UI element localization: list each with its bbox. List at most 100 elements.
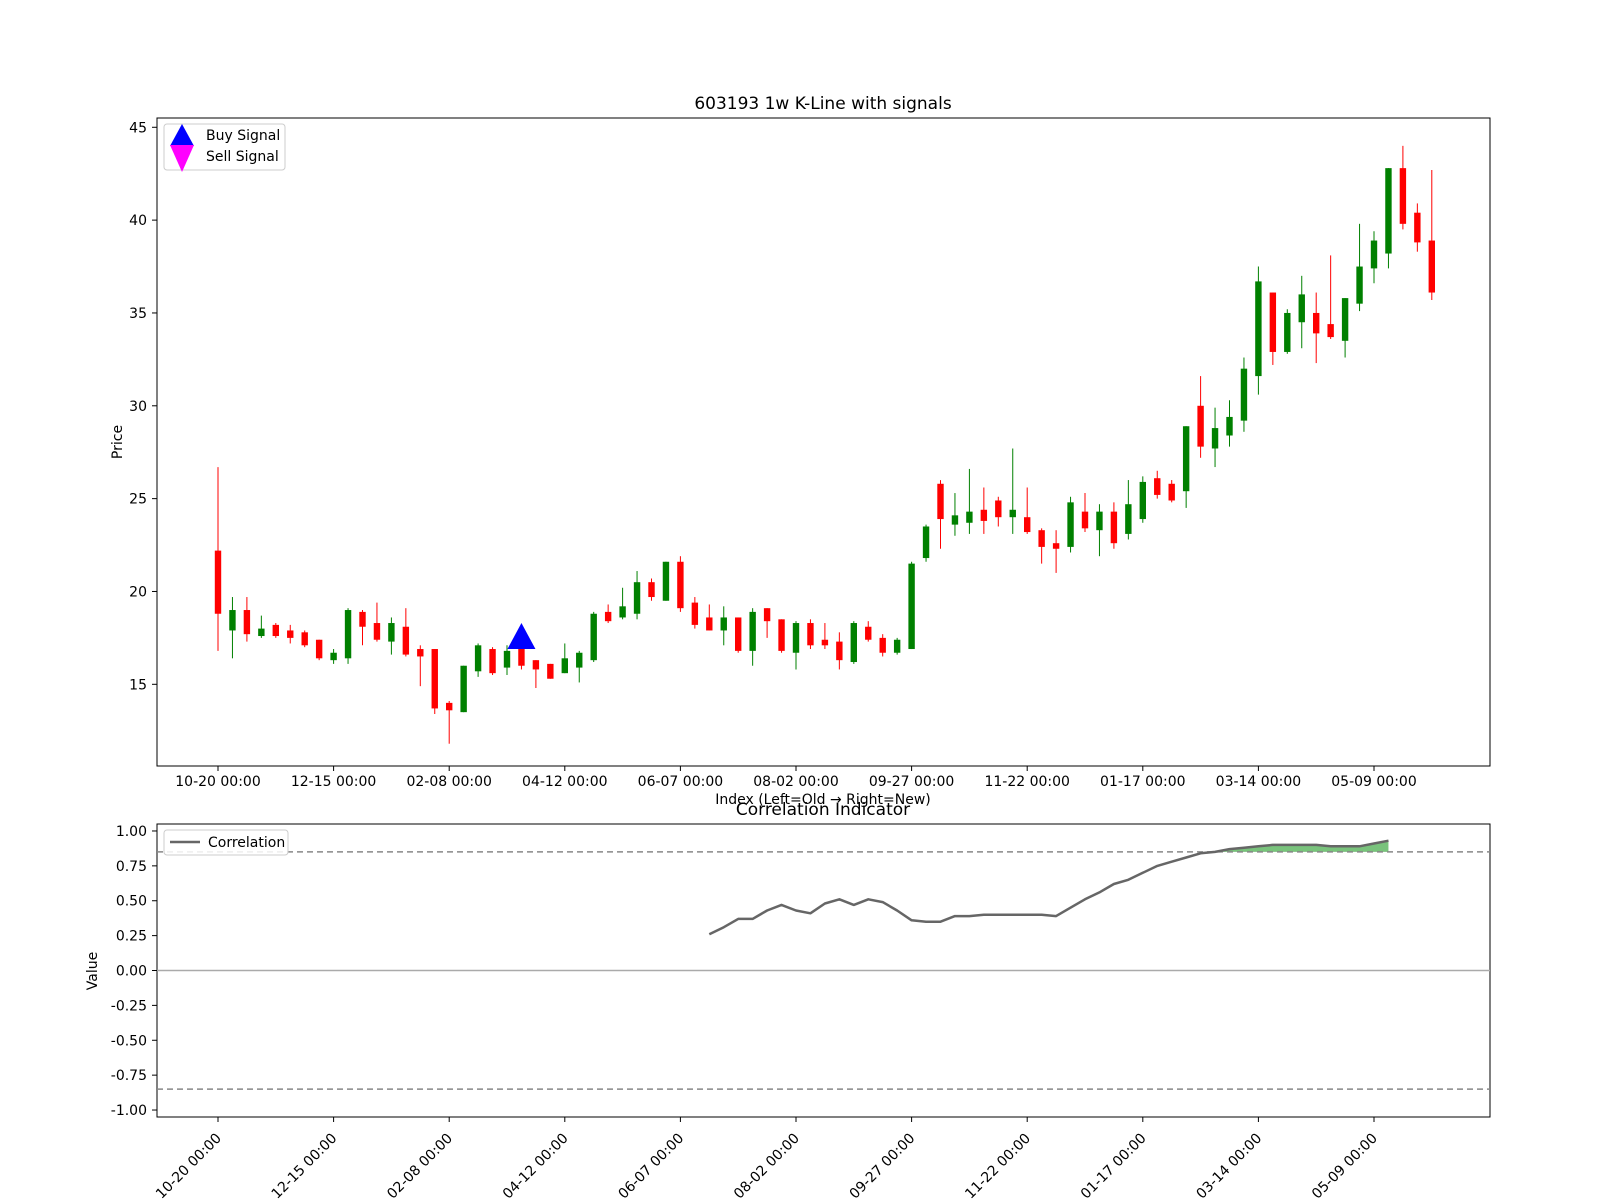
candle-body-up [1139, 481, 1146, 520]
correlation-x-tick-label: 04-12 00:00 [500, 1131, 572, 1200]
candle-body-up [792, 623, 800, 653]
candle-body-down [1197, 405, 1204, 447]
correlation-y-tick-label: -0.75 [111, 1068, 147, 1084]
candle-body-up [1211, 428, 1219, 449]
candle-body-down [1313, 312, 1320, 334]
candle-body-up [330, 652, 337, 661]
candle-body-down [315, 639, 323, 659]
kline-x-tick-label: 03-14 00:00 [1216, 774, 1301, 790]
correlation-y-tick-label: -0.50 [111, 1033, 147, 1049]
candle-body-down [1399, 168, 1407, 224]
kline-x-axis: 10-20 00:00 12-15 00:00 02-08 00:00 04-12 0… [175, 766, 1417, 790]
kline-x-tick-label: 04-12 00:00 [522, 774, 607, 790]
candle-body-down [691, 602, 699, 625]
candle-body-down [1038, 530, 1045, 547]
legend-buy-label: Buy Signal [206, 128, 280, 144]
candle-body-up [1370, 240, 1378, 269]
correlation-panel: 1.00 0.75 0.50 0.25 0.00 -0.25 -0.50 -0.75 -1.00… [85, 800, 1491, 1202]
correlation-x-tick-label: 08-02 00:00 [731, 1131, 803, 1200]
kline-x-label: Index (Left=Old → Right=New) [715, 792, 931, 808]
candle-body-down [272, 624, 279, 637]
kline-x-tick-label: 02-08 00:00 [406, 774, 491, 790]
candle-body-up [576, 652, 583, 668]
candle-body-up [344, 610, 352, 659]
candle-body-down [604, 611, 612, 622]
candle-body-up [1341, 298, 1349, 341]
candle-body-down [287, 630, 294, 638]
candle-body-down [706, 617, 713, 631]
candle-body-down [489, 649, 496, 674]
candle-body-up [908, 563, 915, 650]
correlation-line-group [708, 839, 1389, 936]
candle-body-up [474, 645, 482, 672]
correlation-x-tick-label: 12-15 00:00 [269, 1131, 341, 1200]
correlation-x-tick-label: 11-22 00:00 [962, 1131, 1034, 1200]
candle-body-up [1255, 281, 1262, 377]
correlation-x-tick-label: 06-07 00:00 [615, 1131, 687, 1200]
candle-body-down [1414, 212, 1421, 243]
kline-candles [214, 145, 1435, 744]
kline-y-tick-label: 20 [129, 584, 147, 600]
candle-body-down [879, 637, 886, 653]
correlation-y-axis: 1.00 0.75 0.50 0.25 0.00 -0.25 -0.50 -0.75 -1.00 [111, 824, 157, 1119]
candle-body-down [1168, 483, 1175, 501]
candle-body-up [662, 561, 670, 601]
candle-body-up [460, 665, 467, 713]
candle-body-down [1154, 478, 1161, 495]
candle-body-down [1024, 517, 1031, 533]
candle-body-up [258, 628, 265, 637]
kline-x-tick-label: 10-20 00:00 [175, 774, 260, 790]
correlation-x-tick-label: 10-20 00:00 [153, 1131, 225, 1200]
candle-body-up [561, 658, 568, 674]
candle-body-up [503, 650, 511, 668]
candle-body-up [893, 639, 901, 653]
candle-body-down [807, 623, 814, 646]
candle-body-down [243, 610, 251, 635]
kline-y-tick-label: 35 [129, 306, 147, 322]
candle-body-down [778, 619, 785, 651]
kline-legend-box [163, 123, 286, 171]
candle-body-up [633, 582, 641, 614]
correlation-y-tick-label: 0.00 [116, 964, 147, 980]
kline-y-axis: 15 20 25 30 35 40 45 [129, 120, 157, 693]
candle-body-down [980, 509, 988, 521]
candle-body-up [1284, 312, 1291, 352]
correlation-y-tick-label: -0.25 [111, 998, 147, 1014]
candle-body-up [1009, 509, 1016, 518]
candle-body-up [619, 606, 626, 618]
candle-body-up [590, 613, 597, 661]
kline-plot-area [156, 117, 1491, 767]
kline-x-tick-label: 12-15 00:00 [291, 774, 376, 790]
candle-body-down [1110, 511, 1118, 544]
kline-legend: Buy Signal Sell Signal [163, 123, 286, 172]
candle-body-up [1385, 168, 1392, 254]
candle-body-down [1052, 543, 1060, 549]
candle-body-up [1182, 426, 1190, 492]
candle-body-down [532, 660, 540, 670]
correlation-line [708, 839, 1389, 936]
kline-x-tick-label: 11-22 00:00 [984, 774, 1069, 790]
correlation-legend-box [163, 829, 289, 856]
correlation-y-tick-label: -1.00 [111, 1103, 147, 1119]
correlation-y-tick-label: 0.50 [116, 894, 147, 910]
kline-x-tick-label: 01-17 00:00 [1100, 774, 1185, 790]
kline-x-tick-label: 09-27 00:00 [869, 774, 954, 790]
candle-body-down [417, 649, 424, 657]
correlation-y-tick-label: 1.00 [116, 824, 147, 840]
legend-correlation-label: Correlation [208, 835, 285, 851]
candle-body-up [229, 610, 236, 631]
candle-body-down [865, 626, 872, 640]
candle-body-down [735, 617, 742, 651]
kline-y-tick-label: 40 [129, 213, 147, 229]
kline-x-tick-label: 08-02 00:00 [753, 774, 838, 790]
kline-y-tick-label: 25 [129, 492, 147, 508]
buy-signal-marker [507, 623, 536, 650]
candle-body-up [1240, 368, 1248, 421]
candle-body-down [301, 632, 308, 646]
candle-body-up [922, 526, 930, 559]
candle-body-up [1096, 511, 1103, 531]
candle-body-down [214, 550, 222, 614]
candle-body-down [547, 663, 554, 679]
